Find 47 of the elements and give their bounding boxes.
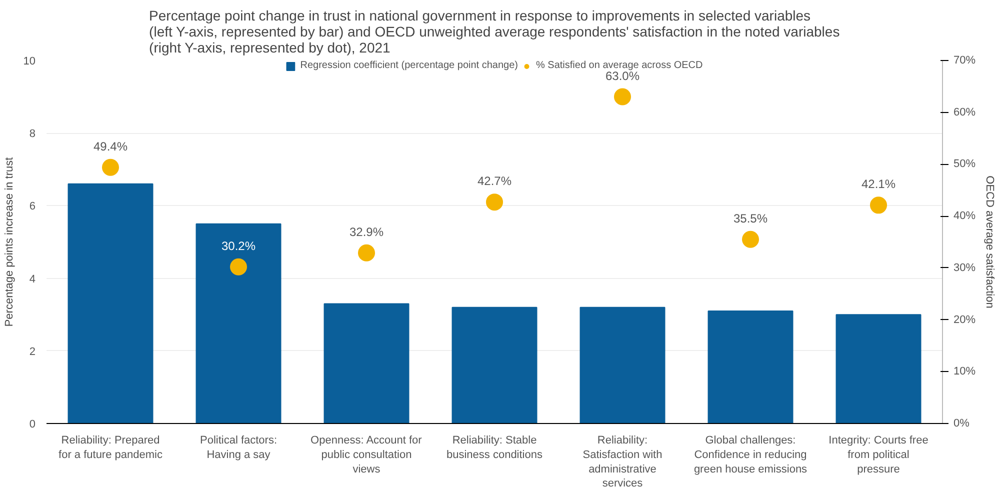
point — [614, 88, 631, 106]
point — [742, 230, 759, 248]
data-label: 35.5% — [733, 211, 768, 226]
point — [358, 244, 375, 262]
legend-label: % Satisfied on average across OECD — [536, 60, 703, 71]
x-tick-label: Reliability: Satisfaction with administrative services — [582, 434, 662, 490]
y-tick-label: 6 — [29, 200, 36, 213]
y2-tick-label: 10% — [954, 366, 976, 378]
bar — [68, 183, 154, 424]
bar — [452, 306, 538, 424]
point — [230, 258, 247, 276]
data-label: 42.7% — [477, 174, 512, 188]
y-tick-label: 8 — [29, 128, 36, 140]
x-tick-label: Integrity: Courts free from political pressure — [828, 434, 928, 476]
y2-tick-label: 50% — [954, 158, 976, 170]
y-axis-title: Percentage points increase in trust — [3, 157, 16, 327]
x-tick-label: Reliability: Prepared for a future pandemic — [58, 434, 163, 461]
x-tick-label: Political factors: Having a say — [200, 434, 278, 461]
data-label: 30.2% — [221, 238, 256, 253]
y2-tick-label: 70% — [954, 54, 976, 66]
y2-tick-label: 0% — [954, 418, 970, 430]
chart-title: Percentage point change in trust in national government in response to improvements in selected variables (left Y-axis, represented by bar) and OECD unweighted average respondents' satisfaction in the noted variables (right Y-axis, represented by dot), 2021 — [149, 8, 840, 56]
data-label: 63.0% — [605, 68, 640, 83]
y2-axis-title: OECD average satisfaction — [984, 176, 996, 308]
bar — [708, 310, 794, 424]
bar — [836, 314, 922, 424]
x-tick-label: Global challenges: Confidence in reducing green house emissions — [694, 434, 808, 476]
point — [102, 158, 119, 176]
legend-label: Regression coefficient (percentage point change) — [300, 60, 518, 71]
y2-tick-label: 60% — [954, 106, 976, 118]
bar — [580, 306, 666, 424]
data-label: 32.9% — [349, 224, 384, 239]
bar — [324, 303, 410, 424]
y2-tick-label: 30% — [954, 262, 976, 274]
data-label: 42.1% — [861, 177, 896, 192]
point — [870, 196, 887, 214]
y2-tick-label: 20% — [954, 314, 976, 326]
y-tick-label: 4 — [29, 273, 36, 286]
point — [486, 194, 503, 211]
y-tick-label: 2 — [29, 346, 36, 358]
x-tick-label: Openness: Account for public consultation views — [310, 434, 422, 476]
data-label: 49.4% — [93, 139, 128, 154]
y2-tick-label: 40% — [954, 210, 976, 222]
y-tick-label: 0 — [29, 418, 36, 430]
y-tick-label: 10 — [23, 56, 36, 68]
bar — [196, 223, 282, 424]
x-tick-label: Reliability: Stable business conditions — [446, 434, 543, 461]
